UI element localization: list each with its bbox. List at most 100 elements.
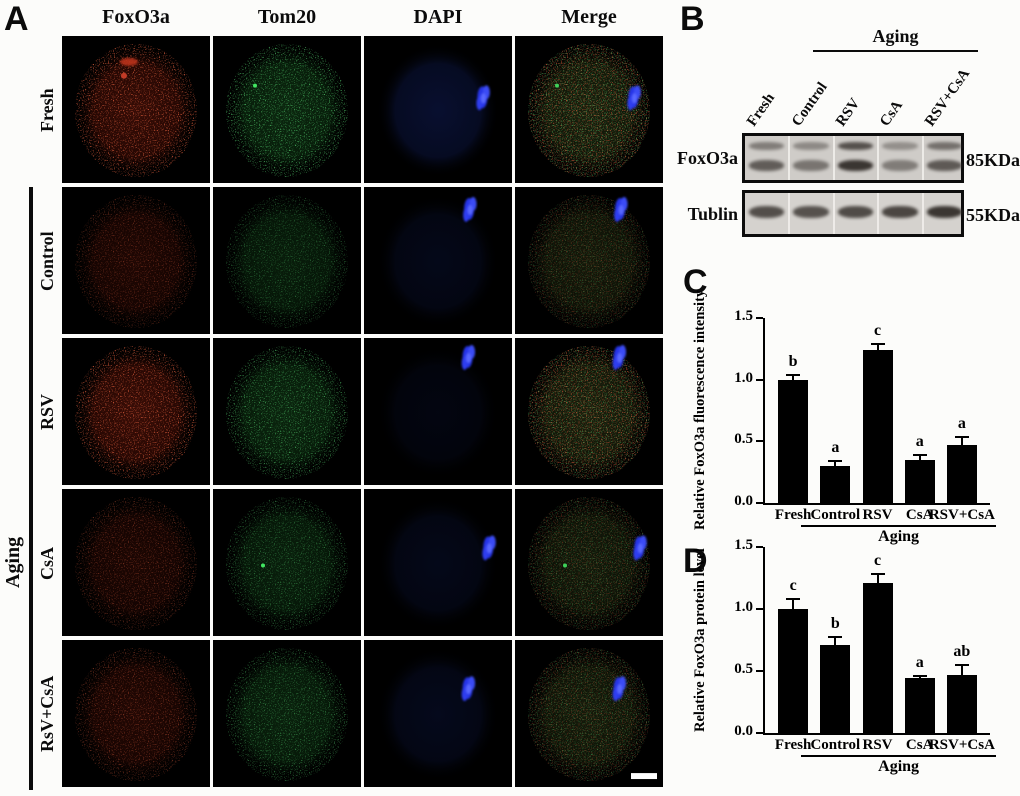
error-bar-stem	[876, 342, 879, 356]
error-bar-cap	[828, 459, 843, 462]
aging-bracket-line	[29, 187, 33, 790]
foxo3a-band-lower	[793, 160, 829, 171]
lane-label-csa: CsA	[877, 97, 907, 130]
x-tick-label: Fresh	[774, 737, 812, 753]
foxo3a-band-upper	[793, 142, 829, 150]
y-tick	[756, 317, 763, 319]
tublin-band	[837, 206, 874, 218]
y-tick	[756, 502, 763, 504]
blot-name-tublin: Tublin	[687, 204, 738, 224]
y-tick-label: 1.0	[734, 369, 753, 386]
sig-letter: a	[957, 415, 966, 433]
y-tick-label: 0.0	[734, 723, 753, 739]
y-tick-label: 0.5	[734, 661, 753, 677]
lane-label-control: Control	[788, 79, 831, 130]
micrograph-rsv-tom20	[213, 338, 361, 485]
tublin-band	[793, 206, 829, 218]
micrograph-csa-merge	[515, 489, 663, 636]
panel-c-chart: C Relative FoxO3a fluorescence intensity 0…	[680, 250, 1020, 545]
lane-separator	[877, 193, 880, 234]
micrograph-control-foxo3a	[62, 187, 210, 334]
panel-b-aging-line	[813, 50, 978, 52]
tublin-band	[882, 206, 918, 218]
tublin-band	[926, 206, 962, 218]
bar-control	[820, 466, 851, 503]
lane-separator	[877, 136, 880, 180]
micrograph-rsv-merge	[515, 338, 663, 485]
micrograph-fresh-foxo3a	[62, 36, 210, 183]
panel-c-label: C	[683, 263, 708, 301]
lane-separator	[832, 193, 835, 234]
x-tick-label: RSV	[862, 507, 893, 523]
panel-a-label: A	[4, 0, 29, 38]
aging-underline	[801, 525, 996, 527]
error-bar-stem	[876, 573, 879, 588]
x-tick-label: CsA	[905, 737, 934, 753]
sig-letter: a	[915, 653, 924, 671]
bar-fresh	[778, 379, 809, 503]
x-tick-label: Fresh	[774, 507, 812, 523]
sig-letter: b	[830, 615, 840, 633]
y-tick-label: 1.5	[734, 308, 753, 324]
row-label-fresh: Fresh	[37, 87, 57, 132]
aging-underline	[801, 755, 996, 757]
row-label-rsv-csa: RsV+CsA	[37, 675, 57, 752]
micrograph-fresh-tom20	[213, 36, 361, 183]
x-tick-label: CsA	[905, 507, 934, 523]
panel-d-chart: D Relative FoxO3a protein level 0.0 0.5 1.0 1…	[680, 535, 1020, 796]
column-header-tom20: Tom20	[257, 6, 317, 28]
y-tick-label: 1.0	[734, 599, 753, 615]
lane-separator	[788, 136, 791, 180]
x-tick-label: RSV+CsA	[928, 507, 995, 523]
lane-label-rsv-csa: RSV+CsA	[921, 66, 973, 130]
sig-letter: a	[831, 438, 840, 456]
micrograph-rsv-csa-dapi	[364, 640, 512, 787]
micrograph-csa-dapi	[364, 489, 512, 636]
error-bar-cap	[870, 342, 885, 345]
blot-size-foxo3a: 85KDa	[966, 150, 1020, 170]
y-axis-title: Relative FoxO3a protein level	[692, 548, 708, 732]
y-tick-label: 1.5	[734, 537, 753, 553]
lane-separator	[921, 193, 924, 234]
lane-separator	[788, 193, 791, 234]
micrograph-fresh-dapi	[364, 36, 512, 183]
foxo3a-band-lower	[882, 160, 918, 171]
sig-letter: c	[873, 321, 882, 339]
error-bar-cap	[912, 674, 927, 677]
lane-label-fresh: Fresh	[744, 90, 779, 130]
blot-size-tublin: 55KDa	[966, 205, 1020, 225]
row-label-csa: CsA	[37, 546, 57, 580]
panel-b-aging-label: Aging	[872, 26, 919, 46]
foxo3a-band-lower	[926, 160, 962, 171]
x-tick-label: RSV+CsA	[928, 737, 995, 753]
micrograph-rsv-foxo3a	[62, 338, 210, 485]
bar-rsv-csa	[946, 445, 977, 503]
error-bar-cap	[828, 636, 843, 639]
y-tick	[756, 732, 763, 734]
bar-rsv-csa	[946, 674, 977, 733]
x-tick-label: RSV	[862, 737, 893, 753]
foxo3a-band-lower	[837, 160, 874, 171]
row-label-control: Control	[37, 230, 57, 291]
error-bar-cap	[954, 436, 969, 439]
error-bar-stem	[960, 663, 963, 680]
panel-d-label: D	[683, 542, 708, 580]
x-tick-label: Control	[810, 737, 861, 753]
y-axis	[763, 547, 765, 735]
y-tick	[756, 440, 763, 443]
y-tick	[756, 546, 763, 548]
foxo3a-band-lower	[749, 160, 785, 171]
error-bar-cap	[954, 663, 969, 666]
bar-csa	[904, 459, 935, 503]
error-bar-cap	[786, 597, 801, 600]
tublin-band	[749, 206, 785, 218]
sig-letter: a	[915, 432, 924, 450]
y-axis	[763, 318, 765, 505]
panel-a-aging-label: Aging	[2, 536, 24, 588]
error-bar-cap	[912, 453, 927, 456]
micrograph-csa-tom20	[213, 489, 361, 636]
micrograph-rsv-dapi	[364, 338, 512, 485]
y-tick-label: 0.0	[734, 493, 753, 509]
micrograph-control-merge	[515, 187, 663, 334]
